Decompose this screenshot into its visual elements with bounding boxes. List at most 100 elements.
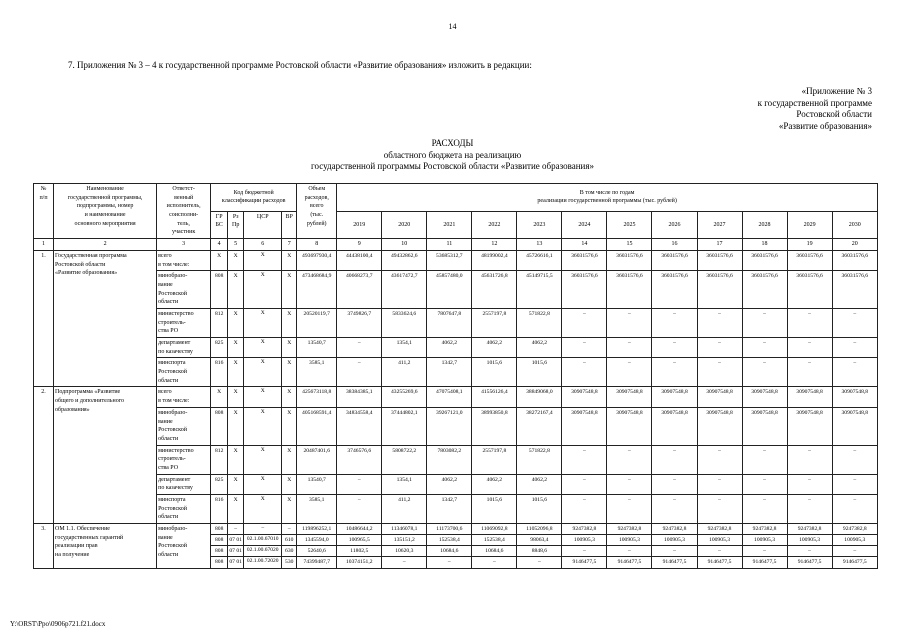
code-cell: 07 01 bbox=[227, 534, 245, 547]
row-executor: министерство строитель- ства РО bbox=[156, 307, 212, 339]
year-cell: – bbox=[426, 556, 473, 569]
code-cell: X bbox=[243, 249, 283, 272]
year-cell: 30907548,8 bbox=[831, 386, 879, 408]
header-year: 2025 bbox=[606, 210, 653, 240]
code-cell: X bbox=[227, 307, 245, 339]
year-cell: – bbox=[471, 556, 518, 569]
total-cell: 493697930,4 bbox=[296, 249, 338, 272]
total-cell: 13540,7 bbox=[296, 473, 338, 496]
year-cell: 9146477,5 bbox=[606, 556, 653, 569]
year-cell: – bbox=[336, 473, 383, 496]
code-cell: 825 bbox=[210, 473, 229, 496]
year-cell: 30907548,8 bbox=[651, 406, 698, 446]
budget-table: № п/п Наименование государственной програ… bbox=[32, 182, 879, 569]
year-cell: – bbox=[606, 545, 653, 558]
year-cell: – bbox=[696, 307, 743, 339]
year-cell: 9146477,5 bbox=[786, 556, 833, 569]
year-cell: 10684,6 bbox=[426, 545, 473, 558]
year-cell: 100905,3 bbox=[606, 534, 653, 547]
year-cell: 38849068,0 bbox=[516, 386, 563, 408]
code-cell: 07 01 bbox=[227, 545, 245, 558]
year-cell: – bbox=[561, 444, 608, 475]
year-cell: 11069092,8 bbox=[471, 523, 518, 536]
code-cell: X bbox=[243, 270, 283, 309]
year-cell: 100905,3 bbox=[786, 534, 833, 547]
code-cell: X bbox=[227, 336, 245, 359]
year-cell: – bbox=[606, 307, 653, 339]
year-cell: 9146477,5 bbox=[741, 556, 788, 569]
header-year: 2028 bbox=[741, 210, 788, 240]
header-year: 2029 bbox=[786, 210, 833, 240]
year-cell: 36031576,6 bbox=[651, 249, 698, 272]
year-cell: 36031576,6 bbox=[831, 249, 879, 272]
year-cell: 30907548,8 bbox=[741, 406, 788, 446]
header-col-number: 12 bbox=[471, 238, 518, 251]
year-cell: – bbox=[741, 336, 788, 359]
year-cell: 100905,3 bbox=[696, 534, 743, 547]
header-col-number: 15 bbox=[606, 238, 653, 251]
code-cell: X bbox=[243, 406, 283, 446]
year-cell: 53685312,7 bbox=[426, 249, 473, 272]
year-cell: – bbox=[606, 493, 653, 525]
year-cell: 9247382,8 bbox=[651, 523, 698, 536]
total-cell: 74399487,7 bbox=[296, 556, 338, 569]
code-cell: X bbox=[227, 406, 245, 446]
year-cell: 9247382,8 bbox=[561, 523, 608, 536]
row-num: 3. bbox=[32, 523, 55, 569]
code-cell: X bbox=[281, 357, 298, 388]
code-cell: 808 bbox=[210, 406, 229, 446]
row-name: ОМ 1.1. Обеспечение государственных гара… bbox=[53, 523, 158, 569]
year-cell: – bbox=[831, 473, 879, 496]
year-cell: – bbox=[651, 473, 698, 496]
header-col-number: 9 bbox=[336, 238, 383, 251]
year-cell: – bbox=[651, 444, 698, 475]
year-cell: – bbox=[561, 473, 608, 496]
year-cell: – bbox=[651, 307, 698, 339]
row-executor: минобразо- вание Ростовской области bbox=[156, 523, 212, 569]
year-cell: 5833624,6 bbox=[381, 307, 428, 339]
code-cell: X bbox=[227, 249, 245, 272]
year-cell: 43617472,7 bbox=[381, 270, 428, 309]
header-col-number: 20 bbox=[831, 238, 879, 251]
year-cell: 30907548,8 bbox=[831, 406, 879, 446]
code-cell: 808 bbox=[210, 270, 229, 309]
year-cell: 1015,6 bbox=[471, 493, 518, 525]
year-cell: – bbox=[741, 545, 788, 558]
year-cell: – bbox=[606, 444, 653, 475]
document-title: РАСХОДЫ областного бюджета на реализацию… bbox=[311, 138, 594, 172]
header-code-title: Код бюджетной классификации расходов bbox=[210, 183, 298, 212]
code-cell: X bbox=[243, 336, 283, 359]
header-col-number: 19 bbox=[786, 238, 833, 251]
code-cell: 02.1.00.67020 bbox=[243, 545, 283, 558]
year-cell: – bbox=[696, 444, 743, 475]
year-cell: 36031576,6 bbox=[741, 270, 788, 309]
table-wrapper: № п/п Наименование государственной програ… bbox=[32, 182, 879, 569]
header-code-col: ЦСР bbox=[243, 210, 283, 240]
header-years-title: В том числе по годам реализации государс… bbox=[336, 183, 878, 212]
year-cell: 4062,2 bbox=[426, 473, 473, 496]
year-cell: 10684,6 bbox=[471, 545, 518, 558]
total-cell: 52640,6 bbox=[296, 545, 338, 558]
year-cell: 36031576,6 bbox=[606, 270, 653, 309]
total-cell: 13540,7 bbox=[296, 336, 338, 359]
year-cell: 9247382,8 bbox=[831, 523, 879, 536]
header-col-number: 14 bbox=[561, 238, 608, 251]
header-code-col: ГР БС bbox=[210, 210, 229, 240]
year-cell: – bbox=[561, 545, 608, 558]
intro-paragraph: 7. Приложения № 3 – 4 к государственной … bbox=[68, 60, 532, 70]
code-cell: X bbox=[281, 386, 298, 408]
code-cell: X bbox=[243, 307, 283, 339]
code-cell: – bbox=[227, 523, 245, 536]
year-cell: 36031576,6 bbox=[696, 249, 743, 272]
year-cell: 49432862,6 bbox=[381, 249, 428, 272]
row-executor: департамент по казачеству bbox=[156, 473, 212, 496]
total-cell: 20520119,7 bbox=[296, 307, 338, 339]
year-cell: – bbox=[696, 357, 743, 388]
total-cell: 119896252,1 bbox=[296, 523, 338, 536]
header-col-number: 10 bbox=[381, 238, 428, 251]
year-cell: – bbox=[741, 493, 788, 525]
year-cell: 4062,2 bbox=[471, 336, 518, 359]
code-cell: 816 bbox=[210, 357, 229, 388]
row-num: 2. bbox=[32, 386, 55, 525]
